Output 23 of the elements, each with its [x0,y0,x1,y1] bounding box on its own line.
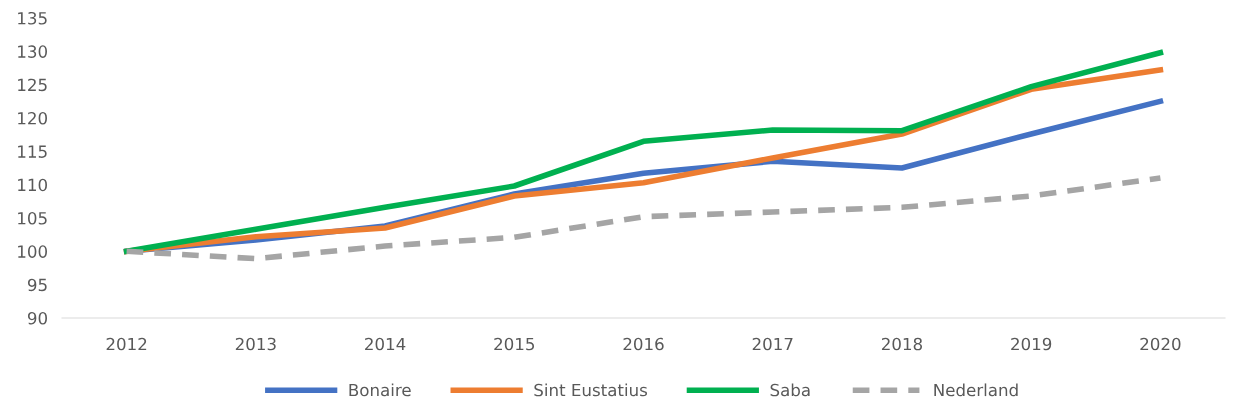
y-tick-label: 105 [18,211,47,225]
legend-label: Nederland [934,383,1018,397]
y-tick-label: 115 [18,145,47,158]
x-tick-label: 2019 [1011,337,1052,351]
y-tick-label: 95 [27,278,47,292]
legend-label: Bonaire [349,383,411,397]
y-tick-label: 110 [18,178,47,192]
x-tick-label: 2016 [623,337,664,351]
x-tick-label: 2015 [494,337,535,351]
y-tick-label: 125 [18,78,47,92]
x-tick-label: 2013 [235,337,276,351]
x-tick-label: 2018 [881,337,923,351]
legend-label: Saba [770,383,810,397]
x-tick-label: 2020 [1140,337,1181,351]
y-tick-label: 130 [18,45,47,58]
y-tick-label: 90 [27,311,47,325]
x-tick-label: 2017 [752,337,793,351]
x-tick-label: 2012 [106,337,147,351]
x-tick-label: 2014 [365,337,406,351]
legend-label: Sint Eustatius [534,383,648,397]
y-tick-label: 120 [18,111,47,125]
y-tick-label: 100 [18,245,47,258]
y-tick-label: 135 [18,11,47,25]
